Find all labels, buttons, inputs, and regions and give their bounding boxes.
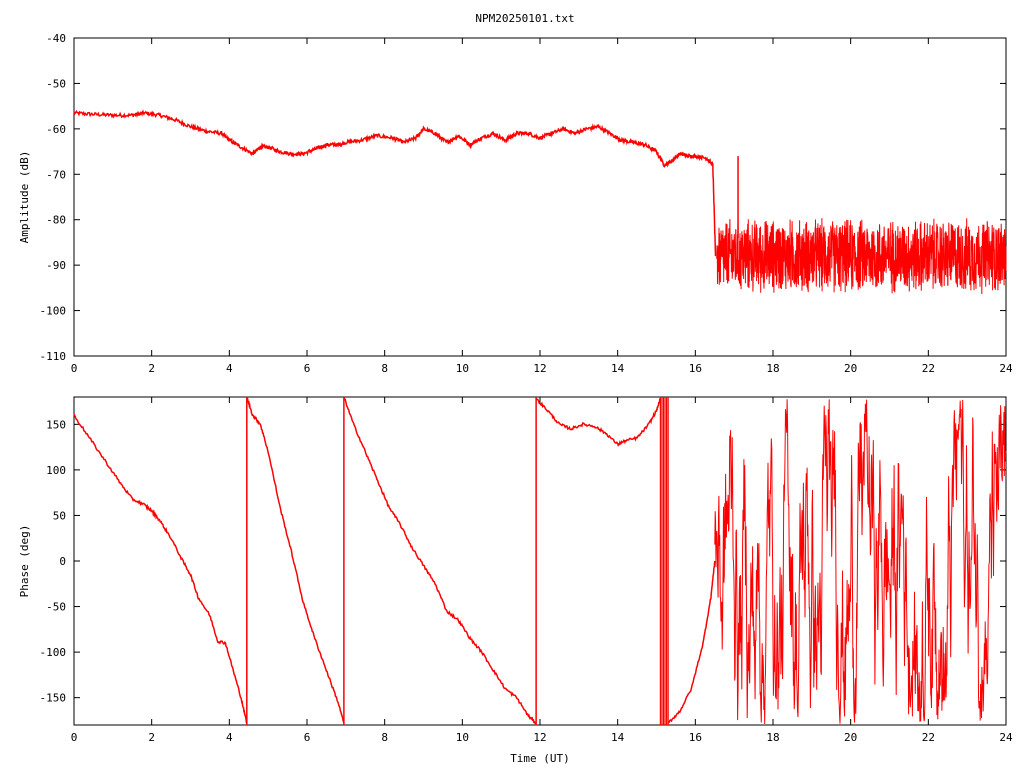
y-tick-label: 50 [53,509,66,522]
phase-noise [714,399,1007,725]
phase-line-segment [535,398,661,448]
phase-ticks: 0 2 4 6 8 10 12 14 16 18 20 22 24150100500-50-100-15… [40,397,1013,744]
x-tick-label: 12 [533,731,546,744]
x-tick-label: 4 [226,362,233,375]
amplitude-series [73,109,1007,295]
y-tick-label: -40 [46,32,66,45]
x-tick-label: 6 [304,362,311,375]
phase-plot-frame [73,396,1007,726]
y-tick-label: -100 [40,305,67,318]
x-tick-label: 4 [226,731,233,744]
x-tick-label: 22 [922,362,935,375]
x-tick-label: 24 [999,731,1013,744]
amplitude-noise [716,218,1007,295]
y-tick-label: -90 [46,259,66,272]
y-tick-label: -70 [46,168,66,181]
x-tick-label: 16 [689,362,702,375]
x-tick-label: 18 [766,731,779,744]
y-tick-label: -110 [40,350,67,363]
y-tick-label: -150 [40,692,67,705]
phase-line-segment [667,560,716,724]
phase-line-segment [73,413,248,724]
y-tick-label: -80 [46,214,66,227]
phase-x-axis-label: Time (UT) [510,752,570,765]
x-tick-label: 10 [456,362,469,375]
amplitude-line [73,109,717,257]
x-tick-label: 8 [381,362,388,375]
x-tick-label: 2 [148,362,155,375]
x-tick-label: 10 [456,731,469,744]
y-tick-label: 100 [46,464,66,477]
x-tick-label: 0 [71,731,78,744]
x-tick-label: 12 [533,362,546,375]
amplitude-plot-frame [73,37,1007,357]
y-tick-label: -50 [46,601,66,614]
phase-panel: 0 2 4 6 8 10 12 14 16 18 20 22 24150100500-50-100-15… [18,396,1013,765]
y-tick-label: -60 [46,123,66,136]
amplitude-panel: 0 2 4 6 8 10 12 14 16 18 20 22 24-40-50-60-70-80-90-… [18,32,1013,375]
phase-series [73,396,1007,725]
x-tick-label: 6 [304,731,311,744]
phase-line-segment [343,396,537,725]
amplitude-ticks: 0 2 4 6 8 10 12 14 16 18 20 22 24-40-50-60-70-80-90-… [40,32,1013,375]
x-tick-label: 8 [381,731,388,744]
y-tick-label: -100 [40,646,67,659]
chart-title: NPM20250101.txt [475,12,574,25]
x-tick-label: 18 [766,362,779,375]
x-tick-label: 14 [611,731,625,744]
phase-line-segment [246,396,345,724]
x-tick-label: 20 [844,731,857,744]
x-tick-label: 2 [148,731,155,744]
y-tick-label: 0 [59,555,66,568]
x-tick-label: 14 [611,362,625,375]
phase-y-axis-label: Phase (deg) [18,525,31,598]
x-tick-label: 22 [922,731,935,744]
amplitude-y-axis-label: Amplitude (dB) [18,151,31,244]
x-tick-label: 0 [71,362,78,375]
x-tick-label: 24 [999,362,1013,375]
y-tick-label: -50 [46,77,66,90]
x-tick-label: 20 [844,362,857,375]
x-tick-label: 16 [689,731,702,744]
y-tick-label: 150 [46,418,66,431]
